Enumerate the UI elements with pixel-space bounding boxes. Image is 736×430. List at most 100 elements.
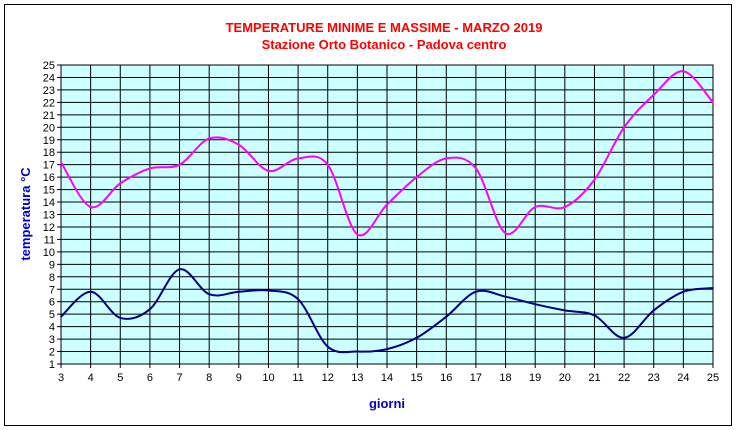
y-tick-label: 12: [43, 222, 55, 234]
y-tick-label: 14: [43, 197, 55, 209]
data-point-series-1: [504, 232, 507, 234]
chart-subtitle: Stazione Orto Botanico - Padova centro: [262, 37, 507, 52]
data-point-series-1: [149, 167, 151, 170]
x-tick-label: 23: [648, 372, 660, 384]
y-tick-label: 20: [43, 122, 55, 134]
x-tick-label: 13: [351, 372, 363, 384]
y-tick-label: 1: [49, 359, 55, 371]
data-point-series-2: [89, 290, 92, 293]
y-tick-label: 15: [43, 185, 55, 197]
data-point-series-2: [119, 317, 122, 319]
x-tick-label: 22: [618, 372, 630, 384]
x-tick-label: 3: [58, 372, 64, 384]
x-tick-label: 15: [411, 372, 423, 384]
data-point-series-1: [297, 157, 299, 160]
x-tick-label: 12: [322, 372, 334, 384]
data-point-series-1: [238, 143, 240, 146]
data-point-series-2: [712, 287, 714, 289]
data-point-series-1: [386, 203, 388, 206]
data-point-series-1: [356, 233, 359, 236]
x-tick-label: 19: [529, 372, 541, 384]
y-tick-label: 6: [49, 297, 55, 309]
y-tick-label: 8: [49, 272, 55, 284]
data-point-series-1: [712, 101, 714, 104]
data-point-series-2: [504, 295, 507, 298]
data-point-series-1: [534, 206, 536, 208]
data-point-series-1: [267, 170, 270, 172]
data-point-series-1: [682, 70, 685, 73]
data-point-series-1: [652, 94, 655, 96]
data-point-series-1: [415, 176, 418, 178]
y-tick-label: 17: [43, 160, 55, 172]
chart-title: TEMPERATURE MINIME E MASSIME - MARZO 201…: [226, 20, 543, 35]
y-tick-label: 25: [43, 60, 55, 72]
y-tick-label: 22: [43, 97, 55, 109]
data-point-series-2: [475, 290, 477, 293]
data-point-series-1: [208, 137, 210, 140]
data-point-series-1: [623, 126, 625, 129]
data-point-series-1: [89, 206, 92, 208]
y-tick-label: 5: [49, 309, 55, 321]
y-tick-label: 4: [49, 322, 55, 334]
data-point-series-2: [149, 308, 151, 310]
data-point-series-2: [208, 293, 210, 296]
x-tick-label: 25: [707, 372, 719, 384]
data-point-series-2: [652, 309, 655, 312]
data-point-series-2: [267, 289, 270, 292]
data-point-series-2: [386, 348, 388, 350]
data-point-series-1: [593, 178, 596, 181]
data-point-series-2: [238, 290, 240, 293]
y-tick-label: 9: [49, 259, 55, 271]
x-axis-label: giorni: [369, 396, 405, 411]
data-point-series-2: [593, 314, 596, 317]
data-point-series-2: [178, 268, 181, 271]
y-tick-label: 13: [43, 210, 55, 222]
y-tick-label: 2: [49, 347, 55, 359]
x-tick-label: 5: [117, 372, 123, 384]
data-point-series-2: [564, 309, 566, 312]
data-point-series-2: [415, 337, 418, 339]
y-tick-label: 19: [43, 135, 55, 147]
y-tick-label: 11: [44, 234, 55, 246]
x-tick-label: 6: [147, 372, 153, 384]
data-point-series-2: [326, 345, 329, 348]
data-point-series-1: [445, 157, 448, 160]
x-tick-label: 14: [381, 372, 393, 384]
x-tick-label: 16: [440, 372, 452, 384]
data-point-series-1: [60, 161, 62, 163]
data-point-series-2: [60, 315, 62, 318]
data-point-series-2: [623, 337, 625, 339]
y-tick-label: 3: [49, 334, 55, 346]
data-point-series-2: [682, 290, 685, 293]
y-tick-label: 21: [43, 110, 55, 122]
x-tick-label: 8: [206, 372, 212, 384]
x-tick-label: 7: [176, 372, 182, 384]
x-tick-label: 11: [292, 372, 303, 384]
x-tick-label: 24: [677, 372, 689, 384]
x-tick-label: 9: [236, 372, 242, 384]
x-tick-label: 17: [470, 372, 482, 384]
plot-area: [60, 64, 714, 365]
axis-tick-labels: 1234567891011121314151617181920212223242…: [43, 60, 719, 384]
y-tick-label: 7: [49, 284, 55, 296]
y-tick-label: 18: [43, 147, 55, 159]
x-tick-label: 10: [262, 372, 274, 384]
y-tick-label: 10: [43, 247, 55, 259]
x-tick-label: 18: [499, 372, 511, 384]
data-point-series-1: [475, 167, 477, 170]
y-tick-label: 23: [43, 85, 55, 97]
data-point-series-1: [564, 206, 566, 208]
data-point-series-2: [534, 303, 536, 306]
x-tick-label: 4: [88, 372, 94, 384]
data-point-series-1: [119, 182, 122, 185]
data-point-series-2: [356, 350, 359, 353]
data-point-series-1: [326, 163, 329, 166]
data-point-series-2: [297, 298, 299, 301]
data-point-series-2: [445, 315, 448, 318]
data-point-series-1: [178, 163, 181, 166]
y-tick-label: 16: [43, 172, 55, 184]
x-tick-label: 21: [588, 372, 600, 384]
x-tick-label: 20: [559, 372, 571, 384]
